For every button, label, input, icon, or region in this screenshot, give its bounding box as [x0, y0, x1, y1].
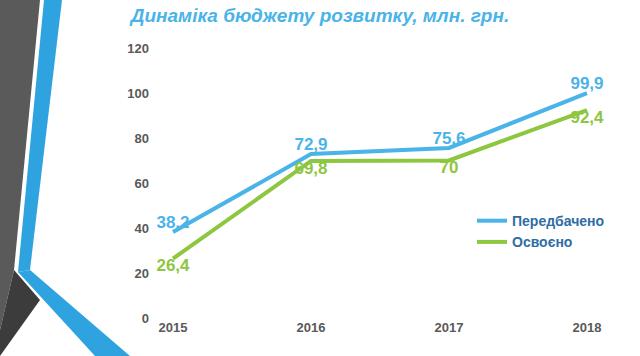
svg-text:2016: 2016: [297, 320, 326, 335]
svg-text:0: 0: [142, 311, 149, 326]
svg-text:26,4: 26,4: [156, 256, 190, 275]
svg-text:69,8: 69,8: [294, 159, 327, 178]
svg-text:99,9: 99,9: [570, 74, 603, 93]
svg-text:72,9: 72,9: [294, 135, 327, 154]
svg-text:2015: 2015: [159, 320, 188, 335]
svg-text:80: 80: [135, 131, 149, 146]
svg-text:92,4: 92,4: [570, 108, 604, 127]
svg-text:70: 70: [440, 158, 459, 177]
svg-text:100: 100: [127, 86, 149, 101]
svg-text:75,6: 75,6: [432, 129, 465, 148]
svg-text:2017: 2017: [435, 320, 464, 335]
svg-text:Освоєно: Освоєно: [512, 234, 572, 250]
svg-text:120: 120: [127, 41, 149, 56]
svg-text:Динаміка бюджету розвитку, млн: Динаміка бюджету розвитку, млн. грн.: [129, 5, 509, 26]
svg-text:20: 20: [135, 266, 149, 281]
svg-text:38,2: 38,2: [156, 213, 189, 232]
svg-text:40: 40: [135, 221, 149, 236]
svg-text:2018: 2018: [573, 320, 602, 335]
svg-text:60: 60: [135, 176, 149, 191]
svg-text:Передбачено: Передбачено: [512, 213, 604, 229]
